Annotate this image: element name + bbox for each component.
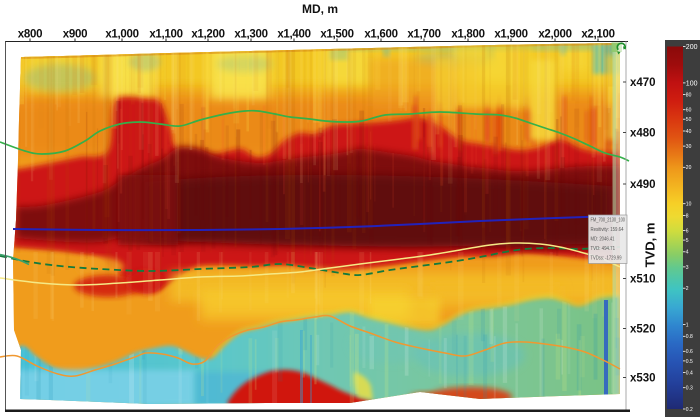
svg-text:x2,000: x2,000 (538, 28, 571, 40)
svg-text:10: 10 (686, 202, 692, 208)
svg-text:200: 200 (686, 44, 698, 51)
svg-text:0.5: 0.5 (686, 359, 693, 365)
svg-text:x530: x530 (630, 373, 656, 385)
svg-text:x490: x490 (630, 179, 656, 191)
svg-text:x520: x520 (630, 324, 656, 336)
svg-text:x1,400: x1,400 (277, 28, 310, 40)
svg-text:x1,900: x1,900 (494, 28, 527, 40)
svg-text:TVDss: -1729.99: TVDss: -1729.99 (591, 256, 622, 262)
svg-text:x480: x480 (630, 128, 656, 140)
svg-text:x510: x510 (630, 274, 656, 286)
svg-text:50: 50 (686, 117, 692, 123)
svg-text:0.8: 0.8 (686, 334, 693, 340)
svg-text:80: 80 (686, 93, 692, 99)
svg-text:x470: x470 (630, 77, 656, 89)
svg-text:Resitivity: 159.64: Resitivity: 159.64 (591, 227, 624, 233)
svg-text:x1,700: x1,700 (407, 28, 440, 40)
svg-text:MD, m: MD, m (302, 2, 338, 16)
svg-text:30: 30 (686, 144, 692, 150)
svg-text:x1,600: x1,600 (364, 28, 397, 40)
svg-text:MD: 2046.41: MD: 2046.41 (591, 237, 615, 243)
svg-text:20: 20 (686, 165, 692, 171)
svg-text:x1,100: x1,100 (149, 28, 182, 40)
svg-text:TVD, m: TVD, m (643, 223, 658, 268)
svg-text:5: 5 (686, 238, 689, 244)
svg-text:0.2: 0.2 (686, 407, 693, 413)
svg-text:x800: x800 (18, 28, 42, 40)
svg-text:x1,000: x1,000 (105, 28, 138, 40)
svg-text:x1,800: x1,800 (451, 28, 484, 40)
svg-text:FM_700_2130_100: FM_700_2130_100 (591, 217, 626, 223)
svg-text:x2,100: x2,100 (581, 28, 614, 40)
svg-text:8: 8 (686, 213, 689, 219)
svg-text:x1,300: x1,300 (234, 28, 267, 40)
svg-text:40: 40 (686, 129, 692, 135)
svg-text:x1,500: x1,500 (320, 28, 353, 40)
svg-text:2: 2 (686, 286, 689, 292)
svg-text:100: 100 (686, 81, 698, 88)
svg-text:x1,200: x1,200 (191, 28, 224, 40)
svg-text:6: 6 (686, 228, 689, 234)
svg-text:0.3: 0.3 (686, 386, 693, 392)
svg-text:TVD: 494.71: TVD: 494.71 (591, 246, 616, 252)
svg-text:60: 60 (686, 108, 692, 114)
svg-text:0.4: 0.4 (686, 371, 693, 377)
svg-text:x900: x900 (63, 28, 87, 40)
svg-text:4: 4 (686, 250, 689, 256)
svg-text:1: 1 (686, 322, 689, 328)
svg-text:3: 3 (686, 265, 689, 271)
svg-text:0.6: 0.6 (686, 349, 693, 355)
